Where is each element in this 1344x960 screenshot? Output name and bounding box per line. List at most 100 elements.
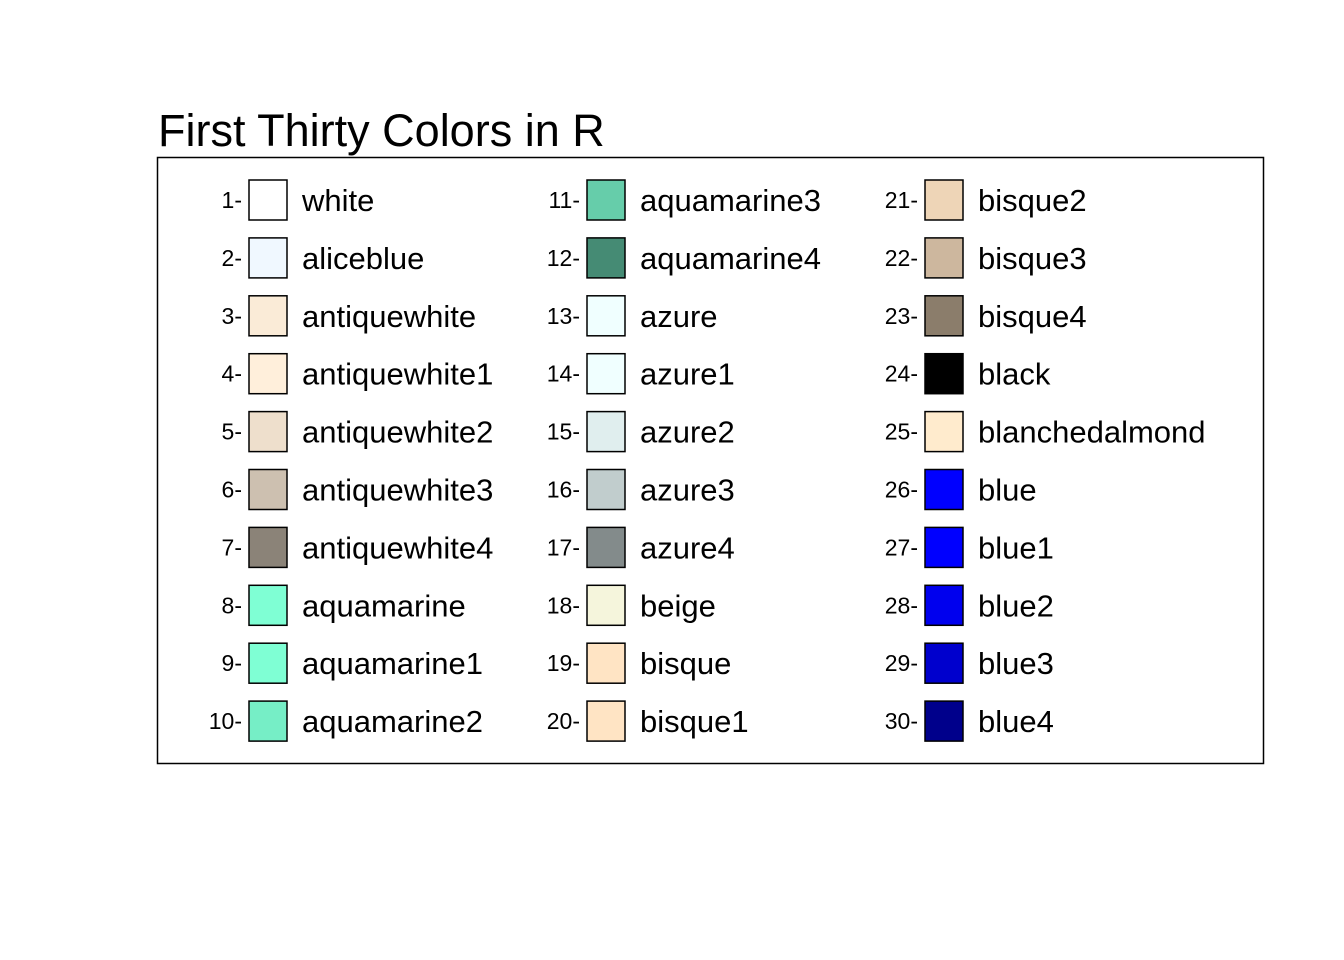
color-entry: 18- beige xyxy=(547,584,716,627)
color-entry: 23- bisque4 xyxy=(885,295,1087,337)
color-swatch xyxy=(586,642,626,684)
chart-title: First Thirty Colors in R xyxy=(158,105,605,156)
color-swatch xyxy=(924,352,964,395)
color-swatch xyxy=(248,295,288,337)
color-name: blue2 xyxy=(978,588,1054,623)
color-swatch xyxy=(248,179,288,221)
entry-number: 6- xyxy=(222,477,242,503)
color-swatch xyxy=(248,584,288,627)
color-swatch xyxy=(586,584,626,627)
color-entry: 22- bisque3 xyxy=(885,237,1087,279)
color-entry: 21- bisque2 xyxy=(885,179,1087,221)
color-entry: 7- antiquewhite4 xyxy=(222,526,493,569)
entry-number: 25- xyxy=(885,419,918,445)
color-swatch xyxy=(248,468,288,511)
entry-number: 13- xyxy=(547,303,580,329)
entry-number: 5- xyxy=(222,419,242,445)
color-entry: 2- aliceblue xyxy=(222,237,424,279)
color-swatch xyxy=(924,468,964,511)
color-name: aquamarine4 xyxy=(640,241,821,276)
color-name: blanchedalmond xyxy=(978,415,1206,450)
entry-number: 3- xyxy=(222,303,242,329)
color-entry: 1- white xyxy=(222,179,374,221)
color-entry: 20- bisque1 xyxy=(547,700,749,742)
color-swatch xyxy=(248,237,288,279)
color-entry: 26- blue xyxy=(885,468,1037,511)
color-entry: 15- azure2 xyxy=(547,410,735,453)
color-entry: 10- aquamarine2 xyxy=(209,700,483,742)
color-swatch xyxy=(924,410,964,453)
color-swatch xyxy=(586,179,626,221)
color-name: antiquewhite xyxy=(302,299,476,334)
color-swatch xyxy=(248,352,288,395)
color-name: black xyxy=(978,357,1051,392)
color-name: blue4 xyxy=(978,704,1054,739)
entry-number: 2- xyxy=(222,245,242,271)
entry-number: 9- xyxy=(222,650,242,676)
color-swatch xyxy=(586,526,626,569)
color-entry: 4- antiquewhite1 xyxy=(222,352,493,395)
color-swatch xyxy=(586,237,626,279)
color-name: azure1 xyxy=(640,357,735,392)
color-name: azure2 xyxy=(640,415,735,450)
entry-number: 23- xyxy=(885,303,918,329)
color-entry: 28- blue2 xyxy=(885,584,1054,627)
entry-number: 11- xyxy=(548,187,580,213)
color-name: aquamarine2 xyxy=(302,704,483,739)
color-name: aquamarine3 xyxy=(640,183,821,218)
color-swatch xyxy=(586,295,626,337)
entry-number: 22- xyxy=(885,245,918,271)
color-name: bisque xyxy=(640,646,731,681)
entry-number: 30- xyxy=(885,708,918,734)
color-name: antiquewhite4 xyxy=(302,530,493,565)
color-entry: 25- blanchedalmond xyxy=(885,410,1206,453)
entry-number: 1- xyxy=(222,187,242,213)
color-swatch xyxy=(924,295,964,337)
color-name: aquamarine1 xyxy=(302,646,483,681)
entry-number: 15- xyxy=(547,419,580,445)
entry-number: 20- xyxy=(547,708,580,734)
color-name: blue3 xyxy=(978,646,1054,681)
color-entry: 6- antiquewhite3 xyxy=(222,468,493,511)
entry-number: 10- xyxy=(209,708,242,734)
color-swatch xyxy=(924,237,964,279)
entry-number: 29- xyxy=(885,650,918,676)
color-swatch xyxy=(924,584,964,627)
color-name: white xyxy=(301,183,374,218)
color-name: bisque1 xyxy=(640,704,749,739)
color-name: beige xyxy=(640,588,716,623)
color-entry: 3- antiquewhite xyxy=(222,295,476,337)
color-name: blue xyxy=(978,473,1037,508)
color-name: blue1 xyxy=(978,530,1054,565)
color-entry: 12- aquamarine4 xyxy=(547,237,821,279)
color-name: antiquewhite3 xyxy=(302,473,493,508)
entry-number: 4- xyxy=(222,361,242,387)
color-entry: 11- aquamarine3 xyxy=(548,179,821,221)
color-entry: 13- azure xyxy=(547,295,718,337)
entry-number: 21- xyxy=(885,187,918,213)
color-name: azure xyxy=(640,299,718,334)
color-swatch xyxy=(248,642,288,684)
color-swatch xyxy=(248,410,288,453)
color-entry: 9- aquamarine1 xyxy=(222,642,483,684)
color-entry: 24- black xyxy=(885,352,1051,395)
color-entry: 5- antiquewhite2 xyxy=(222,410,493,453)
color-entry: 30- blue4 xyxy=(885,700,1054,742)
color-swatch xyxy=(586,410,626,453)
color-swatch xyxy=(924,642,964,684)
color-name: aquamarine xyxy=(302,588,466,623)
color-name: azure3 xyxy=(640,473,735,508)
color-entry: 29- blue3 xyxy=(885,642,1054,684)
color-swatch xyxy=(586,700,626,742)
color-entry: 14- azure1 xyxy=(547,352,735,395)
color-swatch xyxy=(586,352,626,395)
color-entry: 19- bisque xyxy=(547,642,731,684)
color-swatch xyxy=(924,179,964,221)
color-name: bisque2 xyxy=(978,183,1087,218)
entry-number: 28- xyxy=(885,592,918,618)
entry-number: 14- xyxy=(547,361,580,387)
color-swatch xyxy=(924,700,964,742)
color-entries: 1- white 2- aliceblue 3- antiquewhite 4- antiqu… xyxy=(209,179,1206,742)
color-name: bisque3 xyxy=(978,241,1087,276)
entry-number: 8- xyxy=(222,592,242,618)
